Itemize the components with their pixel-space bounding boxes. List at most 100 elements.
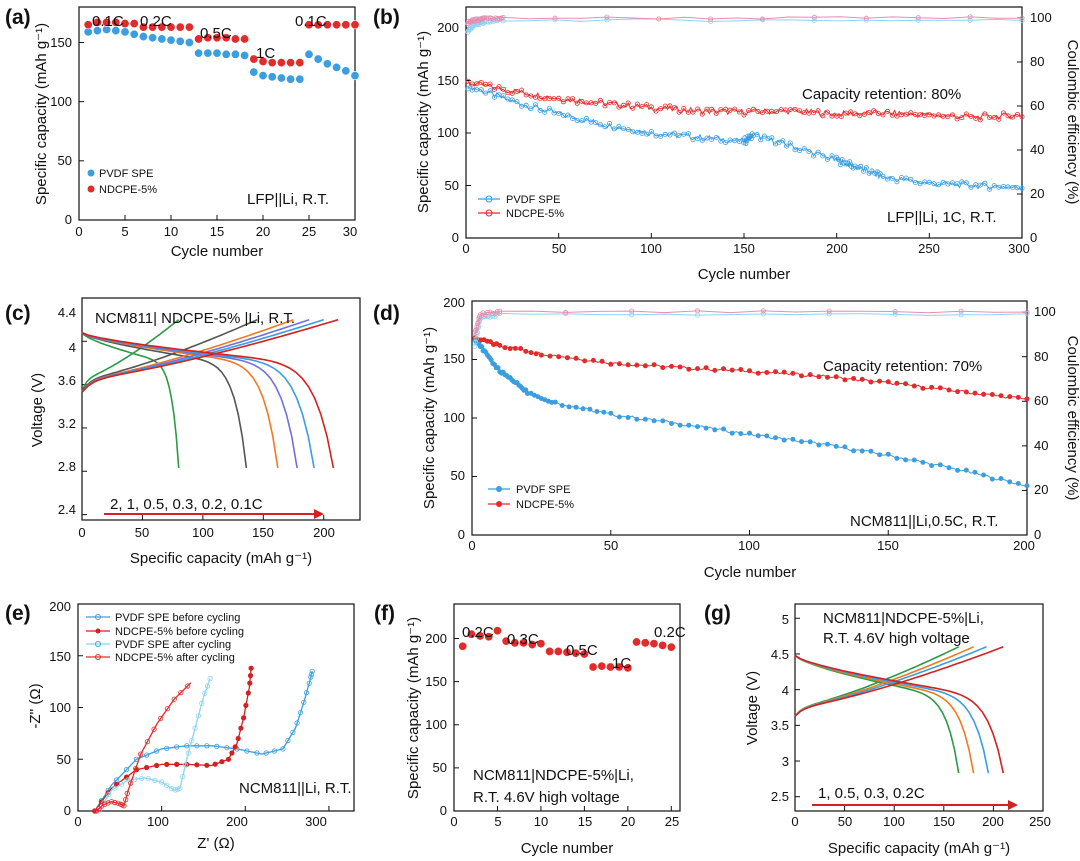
b-point-0-34: [542, 109, 548, 115]
b-point-0-252: [954, 181, 960, 187]
a-legend-ndcpe: NDCPE-5%: [99, 184, 157, 196]
d-point-0-90: [587, 406, 593, 412]
d-point-0-144: [816, 442, 822, 448]
b-point-1-68: [621, 102, 627, 108]
d-point-1-42: [582, 358, 588, 364]
b-point-1-178: [875, 111, 881, 117]
c-xlabel: Specific capacity (mAh g⁻¹): [130, 550, 312, 567]
panel-c-frame: [81, 297, 361, 521]
d-point-2-44: [892, 311, 898, 317]
a-point-0-24: [304, 49, 314, 59]
b-point-1-82: [653, 108, 659, 114]
e-point-0-26: [214, 743, 220, 750]
b-point-0-208: [863, 165, 869, 171]
e-point-3-14: [115, 800, 121, 806]
e-point-0-52: [303, 690, 310, 696]
e-point-0-58: [308, 671, 315, 677]
e-point-2-20: [159, 779, 165, 785]
b-point-1-176: [871, 108, 877, 114]
d-point-1-130: [963, 389, 969, 395]
b-point-3-40: [481, 15, 487, 21]
b-point-0-276: [1010, 184, 1016, 190]
b-point-0-94: [681, 131, 687, 137]
b-point-0-236: [917, 181, 923, 187]
d-point-1-80: [747, 368, 753, 374]
e-point-2-16: [145, 776, 151, 782]
b-point-1-140: [787, 107, 793, 113]
b-point-1-188: [899, 112, 905, 118]
d-point-1-58: [651, 362, 657, 368]
d-point-1-70: [703, 365, 709, 371]
g-discharge-curve-3: [794, 654, 1005, 774]
e-point-2-46: [202, 690, 208, 697]
e-point-1-46: [247, 680, 253, 686]
b-y2tick-60: 60: [1030, 98, 1044, 113]
a-ytick-150: 150: [50, 35, 72, 50]
e-point-2-18: [152, 777, 158, 784]
e-point-1-38: [238, 725, 244, 731]
b-point-1-108: [713, 110, 719, 116]
d-point-1-138: [998, 393, 1004, 399]
b-point-1-138: [783, 107, 789, 113]
b-point-0-38: [551, 110, 557, 116]
b-point-1-94: [681, 106, 687, 112]
d-point-1-110: [877, 378, 883, 384]
b-point-1-174: [866, 110, 872, 116]
c-discharge-curve-4: [81, 331, 315, 469]
b-point-0-44: [565, 112, 571, 118]
d-point-1-50: [616, 361, 622, 367]
c-ytick-4.4: 4.4: [58, 305, 76, 320]
f-point-5: [501, 636, 511, 646]
b-point-0-220: [880, 173, 886, 179]
b-point-1-54: [588, 100, 594, 106]
b-point-1-234: [1005, 113, 1011, 119]
a-ann-0.1C-2: 0.1C: [295, 13, 327, 30]
a-point-0-19: [258, 71, 268, 81]
e-point-2-28: [175, 786, 181, 792]
panel-g: (g) 0 50 100 150 200 250 2.5 3 3.5 4 4.5…: [704, 602, 1051, 857]
b-point-0-42: [560, 112, 566, 118]
f-ytick-200: 200: [425, 631, 447, 646]
e-series-line-0: [94, 671, 313, 812]
e-point-3-10: [108, 799, 115, 805]
d-point-1-24: [518, 345, 524, 351]
b-point-1-98: [690, 109, 696, 115]
b-legend-ndcpe: NDCPE-5%: [506, 208, 564, 220]
d-legend-marker-pvdf: [496, 486, 502, 492]
f-xtick-10: 10: [534, 814, 548, 829]
b-point-1-226: [987, 115, 993, 121]
b-point-0-68: [621, 126, 627, 132]
e-series-line-2: [98, 678, 211, 812]
d-point-0-10: [479, 344, 485, 350]
a-point-0-17: [240, 51, 250, 61]
b-point-0-22: [514, 99, 520, 105]
a-ytick-50: 50: [58, 153, 72, 168]
f-point-16: [597, 661, 607, 671]
b-point-0-74: [634, 129, 640, 135]
e-point-2-14: [139, 775, 145, 781]
g-ytick-2.5: 2.5: [771, 789, 789, 804]
a-point-0-12: [194, 48, 204, 58]
b-point-0-254: [959, 179, 965, 185]
g-discharge-curve-2: [794, 654, 990, 774]
b-point-1-164: [843, 110, 849, 116]
a-xtick-10: 10: [164, 224, 178, 239]
c-discharge-curve-5: [81, 331, 335, 469]
b-xtick-0: 0: [462, 241, 469, 256]
b-point-0-0: [465, 86, 471, 92]
d-point-0-104: [642, 416, 648, 422]
b-point-0-234: [912, 179, 918, 185]
b-point-0-86: [662, 131, 668, 137]
d-point-0-164: [903, 457, 909, 463]
c-series-lines: [81, 297, 339, 520]
d-point-1-64: [677, 364, 683, 370]
b-point-0-112: [723, 140, 729, 146]
b-legend-pvdf: PVDF SPE: [506, 194, 560, 206]
b-point-0-256: [963, 180, 969, 186]
b-point-0-108: [713, 134, 719, 140]
d-point-0-148: [833, 443, 839, 449]
b-point-0-78: [644, 131, 650, 137]
panel-b-xticks: 0 50 100 150 200 250 300: [462, 241, 1029, 256]
b-point-1-120: [741, 112, 747, 118]
d-ytick-0: 0: [458, 527, 465, 542]
